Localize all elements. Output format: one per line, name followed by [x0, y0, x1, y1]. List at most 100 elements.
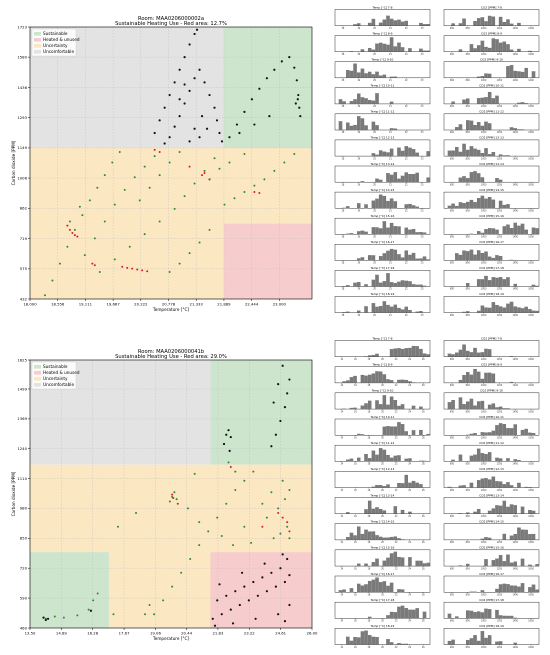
- legend-swatch: [34, 44, 41, 48]
- histogram-tick-label: 18: [342, 262, 345, 265]
- data-point: [286, 392, 289, 395]
- histogram-bar: [371, 100, 376, 104]
- histogram-bar: [458, 254, 463, 261]
- histogram-tick-label: 20: [373, 157, 376, 160]
- data-point: [180, 571, 183, 574]
- histogram-bar: [371, 636, 376, 645]
- histogram-bar: [506, 554, 510, 567]
- histogram-tick-label: 14: [340, 593, 343, 596]
- histogram-bar: [520, 529, 525, 540]
- histogram-bar: [400, 348, 405, 357]
- histogram: Temp [°C] 8-9 14 16 18 20 22 24 26: [334, 362, 431, 387]
- data-point: [173, 207, 176, 210]
- data-point: [227, 429, 230, 432]
- histogram: Temp [°C] 16-17 14 16 18 20 22 24 26: [334, 572, 431, 596]
- data-point: [215, 119, 219, 122]
- data-point: [270, 445, 273, 448]
- data-point: [168, 271, 171, 274]
- histogram-tick-label: 14: [340, 436, 343, 439]
- data-point: [220, 534, 223, 537]
- histogram-bar: [356, 563, 361, 567]
- histogram-bar: [356, 203, 361, 209]
- histogram-bar: [360, 533, 365, 540]
- histogram-tick-label: 800: [466, 436, 471, 439]
- histogram-bar: [480, 177, 485, 183]
- histogram-bar: [375, 125, 379, 131]
- data-point: [168, 136, 171, 139]
- data-point: [228, 136, 231, 139]
- y-tick-label: 1006: [17, 175, 27, 180]
- histogram-bar: [397, 281, 401, 287]
- histogram-title: Temp [°C] 8-9: [372, 31, 393, 35]
- histogram-tick-label: 18: [368, 410, 371, 413]
- histogram-tick-label: 1400: [512, 646, 518, 649]
- histogram-bar: [458, 177, 463, 183]
- histogram-bar: [484, 121, 488, 131]
- data-point: [283, 619, 287, 623]
- histogram-bar: [397, 178, 401, 183]
- histogram-tick-label: 1400: [512, 105, 518, 108]
- histogram-bar: [404, 204, 409, 209]
- chart-title: Room: MAA0206000002a: [138, 16, 204, 22]
- histogram-bar: [487, 479, 492, 488]
- histogram-bar: [509, 23, 514, 26]
- histogram-tick-label: 800: [466, 593, 471, 596]
- histogram-bar: [393, 426, 398, 436]
- histogram-bar: [506, 224, 510, 235]
- histogram-bar: [400, 280, 405, 287]
- histogram-bar: [408, 381, 412, 383]
- data-point: [263, 562, 266, 565]
- histogram-tick-label: 1400: [512, 515, 518, 518]
- histogram-tick-label: 20: [373, 288, 376, 291]
- histogram-bar: [498, 505, 503, 514]
- histogram-tick-label: 600: [450, 105, 455, 108]
- histogram-bar: [473, 148, 477, 157]
- x-tick-label: 21.889: [217, 302, 231, 307]
- data-point: [288, 537, 291, 540]
- histogram-bar: [462, 143, 466, 157]
- histogram-bar: [422, 24, 427, 26]
- histogram-bar: [397, 42, 401, 52]
- histogram-bar: [513, 222, 518, 235]
- histogram-bar: [447, 150, 452, 157]
- histogram-tick-label: 18: [342, 209, 345, 212]
- histogram-bar: [408, 254, 412, 261]
- histogram-bar: [389, 536, 394, 540]
- histogram-tick-label: 1200: [497, 131, 503, 134]
- data-point: [231, 622, 235, 625]
- data-point: [229, 608, 232, 611]
- histogram-bar: [367, 458, 372, 462]
- histogram-bar: [476, 640, 481, 645]
- histogram-bar: [389, 18, 394, 26]
- histogram-bar: [447, 486, 452, 488]
- histogram-bar: [415, 346, 419, 357]
- histogram-tick-label: 1000: [481, 131, 487, 134]
- histogram-tick-label: 21: [389, 105, 392, 108]
- histogram-bar: [469, 120, 474, 131]
- histogram-bar: [480, 305, 485, 313]
- histogram-title: Temp [°C] 14-15: [370, 519, 395, 523]
- data-point: [111, 161, 114, 164]
- legend-entry: Heated & unused: [43, 37, 80, 42]
- histogram-title: Temp [°C] 15-16: [370, 214, 395, 218]
- data-point: [252, 580, 255, 584]
- histogram-bar: [404, 379, 409, 383]
- histogram-bar: [393, 304, 398, 313]
- histogram-bar: [473, 171, 477, 183]
- histogram-bar: [375, 484, 379, 488]
- histogram-bar: [491, 476, 496, 488]
- histogram-bar: [408, 174, 412, 183]
- histogram: Temp [°C] 7-8 14 16 18 20 22 24 26: [334, 336, 431, 361]
- data-point: [283, 161, 286, 164]
- histogram-bar: [404, 146, 409, 157]
- histogram-tick-label: 18: [342, 105, 345, 108]
- histogram-tick-label: 1000: [481, 515, 487, 518]
- data-point: [213, 157, 216, 160]
- histogram: CO2 [PPM] 14-15 600 800 1000 1200 1400 1600: [443, 188, 540, 212]
- data-point: [158, 220, 161, 223]
- histogram-tick-label: 1400: [512, 620, 518, 623]
- histogram-tick-label: 23: [421, 131, 424, 134]
- histogram-bar: [338, 99, 343, 104]
- data-point: [203, 169, 206, 172]
- data-point: [261, 576, 264, 579]
